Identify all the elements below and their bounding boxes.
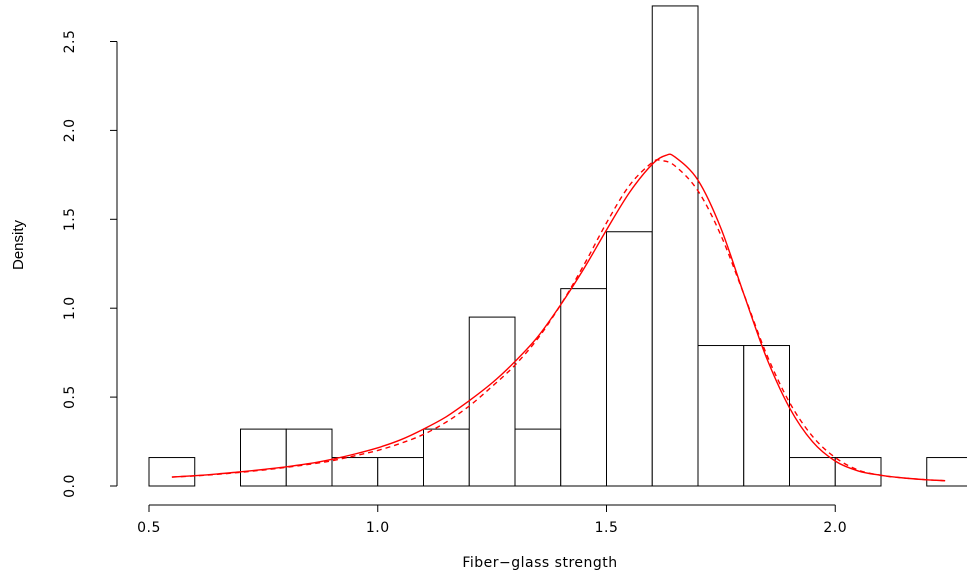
x-axis-label: Fiber−glass strength <box>462 555 617 571</box>
histogram-bar <box>468 316 516 487</box>
histogram-bar <box>377 457 424 487</box>
histogram-bar <box>697 345 745 487</box>
histogram-bar <box>743 345 790 487</box>
histogram-bar <box>331 457 379 487</box>
histogram-bar <box>834 457 882 487</box>
histogram-bar <box>423 428 470 487</box>
histogram-bar <box>148 457 196 487</box>
histogram-bars <box>148 5 967 487</box>
y-tick-label: 0.5 <box>62 385 78 409</box>
y-tick-label: 1.5 <box>62 207 78 231</box>
histogram-bar <box>789 457 836 487</box>
density-curves <box>171 153 946 482</box>
x-tick-label: 1.0 <box>366 520 390 536</box>
histogram-bar <box>240 428 287 487</box>
x-tick-label: 2.0 <box>823 520 847 536</box>
y-axis-label: Density <box>10 219 27 270</box>
y-axis: 0.0 0.5 1.0 1.5 2.0 2.5 <box>62 30 118 498</box>
histogram-bar <box>285 428 333 487</box>
histogram-bar <box>926 457 967 487</box>
dashed-density-curve <box>171 159 946 482</box>
x-tick-label: 0.5 <box>137 520 161 536</box>
histogram-bar <box>560 288 607 487</box>
y-tick-label: 0.0 <box>62 474 78 498</box>
y-tick-label: 2.0 <box>62 119 78 143</box>
x-axis: 0.5 1.0 1.5 2.0 <box>137 504 847 536</box>
histogram-bar <box>514 428 562 487</box>
x-tick-label: 1.5 <box>595 520 619 536</box>
histogram-bar <box>606 231 653 487</box>
histogram-bar <box>651 5 699 487</box>
y-tick-label: 2.5 <box>62 30 78 54</box>
y-tick-label: 1.0 <box>62 296 78 320</box>
